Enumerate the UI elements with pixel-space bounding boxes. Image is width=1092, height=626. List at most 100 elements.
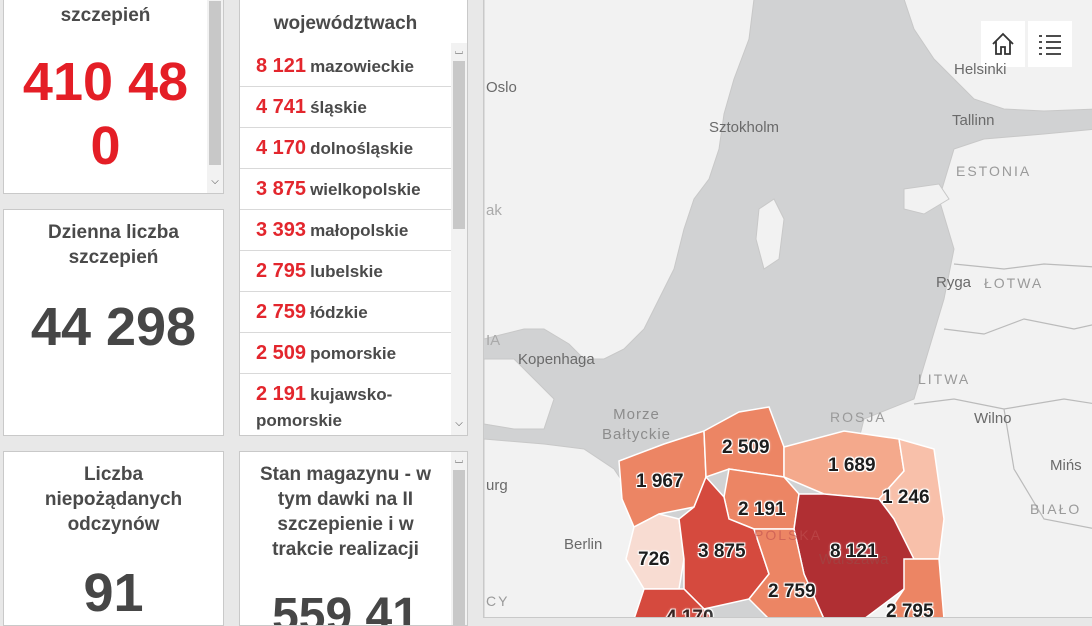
scrollbar-thumb[interactable] [453, 470, 465, 625]
region-list-item[interactable]: 3 393 małopolskie [240, 210, 451, 251]
total-vaccinations-value-line1: 410 48 [22, 52, 189, 112]
region-name: śląskie [310, 98, 367, 117]
regions-list-title: województwach [273, 13, 418, 34]
region-name: lubelskie [310, 262, 383, 281]
legend-list-icon [1039, 35, 1061, 55]
country-russia: ROSJA [830, 409, 887, 425]
region-list-item[interactable]: 4 741 śląskie [240, 87, 451, 128]
region-list-item[interactable]: 4 170 dolnośląskie [240, 128, 451, 169]
region-vaccination-count: 2 509 [256, 342, 307, 364]
scroll-down-icon[interactable]: ⌵ [455, 418, 463, 429]
city-tallinn: Tallinn [952, 112, 995, 129]
region-list-item[interactable]: 8 121 mazowieckie [240, 46, 451, 87]
country-lithuania: LITWA [918, 371, 971, 387]
total-vaccinations-value-line2: 0 [90, 116, 121, 176]
city-oslo: Oslo [486, 79, 517, 96]
sea-label: Morze Bałtyckie [602, 405, 671, 445]
region-vaccination-count: 4 170 [256, 137, 307, 159]
home-icon [992, 32, 1014, 55]
adverse-reactions-title-line3: odczynów [67, 514, 160, 535]
denmark-land [484, 358, 555, 430]
map-value-kujawsko-pomorskie[interactable]: 2 191 [738, 499, 786, 520]
city-warsaw: Warszawa [819, 551, 889, 568]
label-hamburg: urg [486, 477, 508, 494]
sea-label-line2: Bałtyckie [602, 426, 672, 443]
region-lubuskie [625, 513, 685, 590]
region-name: małopolskie [310, 221, 409, 240]
region-name-continued: pomorskie [256, 411, 342, 430]
country-estonia: ESTONIA [956, 163, 1032, 179]
region-name: wielkopolskie [310, 180, 421, 199]
region-name: pomorskie [310, 344, 397, 363]
region-dolnoslaskie [633, 588, 714, 617]
map-value-pomorskie[interactable]: 2 509 [722, 437, 770, 458]
region-vaccination-count: 3 393 [256, 219, 307, 241]
saaremaa-island [903, 183, 950, 215]
map-value-dolnoslaskie[interactable]: 4 170 [666, 607, 714, 618]
map-panel[interactable]: Oslo Sztokholm Helsinki Tallinn ESTONIA … [483, 0, 1092, 618]
region-lodzkie [747, 528, 824, 617]
region-list-item[interactable]: 2 795 lubelskie [240, 251, 451, 292]
sea-label-line1: Morze [613, 406, 660, 423]
region-vaccination-count: 2 759 [256, 301, 307, 323]
region-lubelskie [884, 558, 945, 617]
map-value-lodzkie[interactable]: 2 759 [768, 581, 816, 602]
total-vaccinations-title: szczepień [60, 5, 151, 26]
adverse-reactions-title-line1: Liczba [83, 464, 144, 485]
scroll-down-icon[interactable]: ⌵ [211, 176, 219, 187]
map-value-zachodniopomorskie[interactable]: 1 967 [636, 471, 684, 492]
adverse-reactions-card: Liczba niepożądanych odczynów 91 [3, 451, 224, 626]
country-belarus: BIAŁO [1030, 501, 1082, 517]
region-name: mazowieckie [310, 57, 415, 76]
country-poland: POLSKA [754, 527, 823, 543]
region-list-item[interactable]: 3 875 wielkopolskie [240, 169, 451, 210]
scroll-up-icon[interactable]: ⌴ [455, 46, 463, 57]
daily-vaccinations-title-line2: szczepień [68, 247, 159, 268]
region-list-item[interactable]: 2 191 kujawsko-pomorskie [240, 374, 451, 435]
region-list-item[interactable]: 2 509 pomorskie [240, 333, 451, 374]
stock-title-line3: szczepienie i w [277, 514, 414, 535]
region-name: dolnośląskie [310, 139, 414, 158]
city-helsinki: Helsinki [954, 61, 1007, 78]
city-riga: Ryga [936, 274, 972, 291]
total-vaccinations-card: szczepień 410 48 0 ⌵ [3, 0, 224, 194]
total-card-scrollbar[interactable]: ⌵ [207, 0, 223, 193]
region-list-item[interactable]: 2 759 łódzkie [240, 292, 451, 333]
map-value-wielkopolskie[interactable]: 3 875 [698, 541, 746, 562]
map-value-lubelskie[interactable]: 2 795 [886, 601, 934, 618]
basemap[interactable] [484, 0, 1092, 618]
scrollbar-thumb[interactable] [453, 61, 465, 229]
label-ia: IA [486, 332, 501, 349]
stock-scrollbar[interactable]: ⌴ [451, 452, 467, 625]
city-vilnius: Wilno [974, 410, 1012, 427]
gotland-island [755, 198, 785, 270]
region-vaccination-count: 3 875 [256, 178, 307, 200]
city-berlin: Berlin [564, 536, 603, 553]
legend-button[interactable] [1028, 21, 1072, 67]
adverse-reactions-value: 91 [83, 563, 144, 623]
regions-list-scrollbar[interactable]: ⌴ ⌵ [451, 43, 467, 435]
stock-title-line1: Stan magazynu - w [259, 464, 432, 485]
region-vaccination-count: 2 191 [256, 383, 307, 405]
stock-title-line2: tym dawki na II [277, 489, 414, 510]
country-borders [913, 263, 1092, 529]
stock-title-line4: trakcie realizacji [272, 539, 419, 560]
map-value-podlaskie[interactable]: 1 246 [882, 487, 930, 508]
scroll-up-icon[interactable]: ⌴ [455, 455, 463, 466]
country-cy: CY [486, 593, 510, 609]
stock-card: Stan magazynu - w tym dawki na II szczep… [239, 451, 468, 626]
daily-vaccinations-card: Dzienna liczba szczepień 44 298 [3, 209, 224, 436]
region-vaccination-count: 2 795 [256, 260, 307, 282]
city-copenhagen: Kopenhaga [518, 351, 595, 368]
map-value-lubuskie[interactable]: 726 [638, 549, 670, 570]
scandinavia-land [484, 0, 755, 360]
label-ak: ak [486, 202, 502, 219]
stock-value: 559 41 [272, 589, 419, 626]
map-value-warminsko-mazurskie[interactable]: 1 689 [828, 455, 876, 476]
region-vaccination-count: 4 741 [256, 96, 307, 118]
scrollbar-thumb[interactable] [209, 1, 221, 165]
country-latvia: ŁOTWA [984, 275, 1044, 291]
home-button[interactable] [981, 21, 1025, 67]
map-value-mazowieckie[interactable]: 8 121 [830, 541, 878, 562]
city-stockholm: Sztokholm [709, 119, 780, 136]
